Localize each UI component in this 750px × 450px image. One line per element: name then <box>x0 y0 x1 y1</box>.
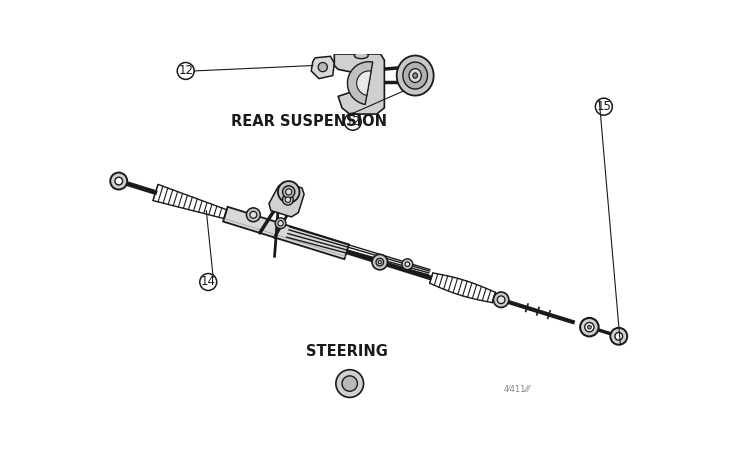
Circle shape <box>115 177 122 185</box>
Text: 12: 12 <box>345 115 360 128</box>
Circle shape <box>405 262 410 266</box>
Circle shape <box>497 296 505 304</box>
Text: REAR SUSPENSION: REAR SUSPENSION <box>231 114 387 129</box>
Text: STEERING: STEERING <box>306 344 388 359</box>
Text: 4⁄411⁄⁄⁄: 4⁄411⁄⁄⁄ <box>504 385 530 394</box>
Polygon shape <box>269 182 304 217</box>
Circle shape <box>372 254 388 270</box>
Ellipse shape <box>409 69 422 82</box>
Circle shape <box>250 212 256 218</box>
Circle shape <box>283 186 295 198</box>
Polygon shape <box>334 54 384 114</box>
Circle shape <box>610 328 627 345</box>
Circle shape <box>580 318 598 337</box>
Polygon shape <box>223 207 349 259</box>
Ellipse shape <box>403 62 427 89</box>
Circle shape <box>283 194 293 205</box>
Text: 15: 15 <box>596 100 611 113</box>
Circle shape <box>336 370 364 397</box>
Wedge shape <box>357 71 371 95</box>
Circle shape <box>318 63 328 72</box>
Circle shape <box>275 218 286 229</box>
Circle shape <box>585 323 594 332</box>
Ellipse shape <box>397 55 433 95</box>
Circle shape <box>110 173 128 189</box>
Circle shape <box>402 259 412 270</box>
Circle shape <box>285 197 290 202</box>
Ellipse shape <box>354 53 368 59</box>
Circle shape <box>278 220 284 226</box>
Circle shape <box>494 292 508 307</box>
Text: 12: 12 <box>178 64 194 77</box>
Circle shape <box>615 333 622 340</box>
Circle shape <box>286 189 292 195</box>
Circle shape <box>378 261 381 264</box>
Circle shape <box>587 325 591 329</box>
Ellipse shape <box>413 73 418 78</box>
Circle shape <box>342 376 358 391</box>
Circle shape <box>278 181 299 202</box>
Circle shape <box>376 258 384 266</box>
Text: 14: 14 <box>201 275 216 288</box>
Circle shape <box>247 208 260 222</box>
Wedge shape <box>347 62 373 104</box>
Polygon shape <box>311 56 334 79</box>
